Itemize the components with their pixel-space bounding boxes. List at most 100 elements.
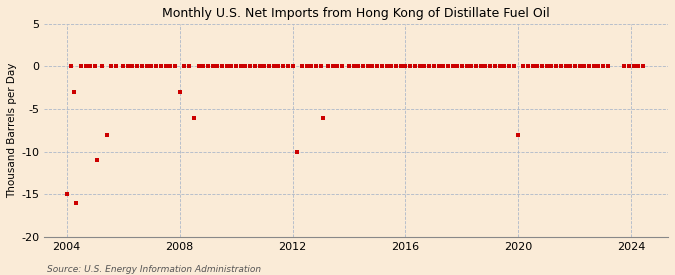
- Point: [169, 64, 180, 69]
- Point: [593, 64, 603, 69]
- Point: [273, 64, 284, 69]
- Point: [414, 64, 425, 69]
- Point: [400, 64, 411, 69]
- Point: [92, 158, 103, 162]
- Point: [327, 64, 338, 69]
- Point: [546, 64, 557, 69]
- Text: Source: U.S. Energy Information Administration: Source: U.S. Energy Information Administ…: [47, 265, 261, 274]
- Point: [136, 64, 147, 69]
- Point: [282, 64, 293, 69]
- Point: [254, 64, 265, 69]
- Point: [226, 64, 237, 69]
- Point: [184, 64, 194, 69]
- Point: [551, 64, 562, 69]
- Point: [381, 64, 392, 69]
- Point: [419, 64, 430, 69]
- Point: [245, 64, 256, 69]
- Point: [570, 64, 580, 69]
- Point: [179, 64, 190, 69]
- Point: [151, 64, 161, 69]
- Point: [578, 64, 589, 69]
- Point: [66, 64, 77, 69]
- Point: [377, 64, 387, 69]
- Point: [231, 64, 242, 69]
- Point: [296, 64, 307, 69]
- Point: [396, 64, 406, 69]
- Point: [198, 64, 209, 69]
- Point: [560, 64, 571, 69]
- Point: [628, 64, 639, 69]
- Point: [624, 64, 634, 69]
- Point: [452, 64, 462, 69]
- Point: [240, 64, 251, 69]
- Point: [337, 64, 348, 69]
- Point: [494, 64, 505, 69]
- Point: [160, 64, 171, 69]
- Point: [541, 64, 552, 69]
- Point: [123, 64, 134, 69]
- Point: [85, 64, 96, 69]
- Point: [106, 64, 117, 69]
- Point: [61, 192, 72, 196]
- Point: [207, 64, 218, 69]
- Point: [513, 132, 524, 137]
- Point: [202, 64, 213, 69]
- Point: [556, 64, 566, 69]
- Point: [537, 64, 547, 69]
- Point: [90, 64, 101, 69]
- Point: [405, 64, 416, 69]
- Point: [367, 64, 378, 69]
- Point: [391, 64, 402, 69]
- Point: [71, 200, 82, 205]
- Point: [527, 64, 538, 69]
- Point: [348, 64, 359, 69]
- Point: [410, 64, 421, 69]
- Point: [565, 64, 576, 69]
- Point: [429, 64, 439, 69]
- Point: [146, 64, 157, 69]
- Point: [589, 64, 599, 69]
- Point: [518, 64, 529, 69]
- Point: [188, 115, 199, 120]
- Point: [212, 64, 223, 69]
- Point: [480, 64, 491, 69]
- Point: [221, 64, 232, 69]
- Point: [522, 64, 533, 69]
- Point: [603, 64, 614, 69]
- Point: [76, 64, 86, 69]
- Point: [485, 64, 495, 69]
- Point: [193, 64, 204, 69]
- Point: [466, 64, 477, 69]
- Point: [598, 64, 609, 69]
- Y-axis label: Thousand Barrels per Day: Thousand Barrels per Day: [7, 63, 17, 198]
- Point: [584, 64, 595, 69]
- Point: [574, 64, 585, 69]
- Point: [141, 64, 152, 69]
- Point: [638, 64, 649, 69]
- Point: [437, 64, 448, 69]
- Point: [268, 64, 279, 69]
- Point: [80, 64, 91, 69]
- Point: [433, 64, 444, 69]
- Point: [323, 64, 333, 69]
- Point: [442, 64, 453, 69]
- Point: [456, 64, 467, 69]
- Point: [315, 64, 326, 69]
- Point: [97, 64, 107, 69]
- Point: [101, 132, 112, 137]
- Point: [68, 90, 79, 94]
- Point: [532, 64, 543, 69]
- Point: [127, 64, 138, 69]
- Point: [475, 64, 486, 69]
- Point: [111, 64, 122, 69]
- Point: [470, 64, 481, 69]
- Point: [499, 64, 510, 69]
- Point: [448, 64, 458, 69]
- Point: [489, 64, 500, 69]
- Point: [633, 64, 644, 69]
- Point: [292, 149, 303, 154]
- Point: [301, 64, 312, 69]
- Point: [386, 64, 397, 69]
- Point: [310, 64, 321, 69]
- Point: [358, 64, 369, 69]
